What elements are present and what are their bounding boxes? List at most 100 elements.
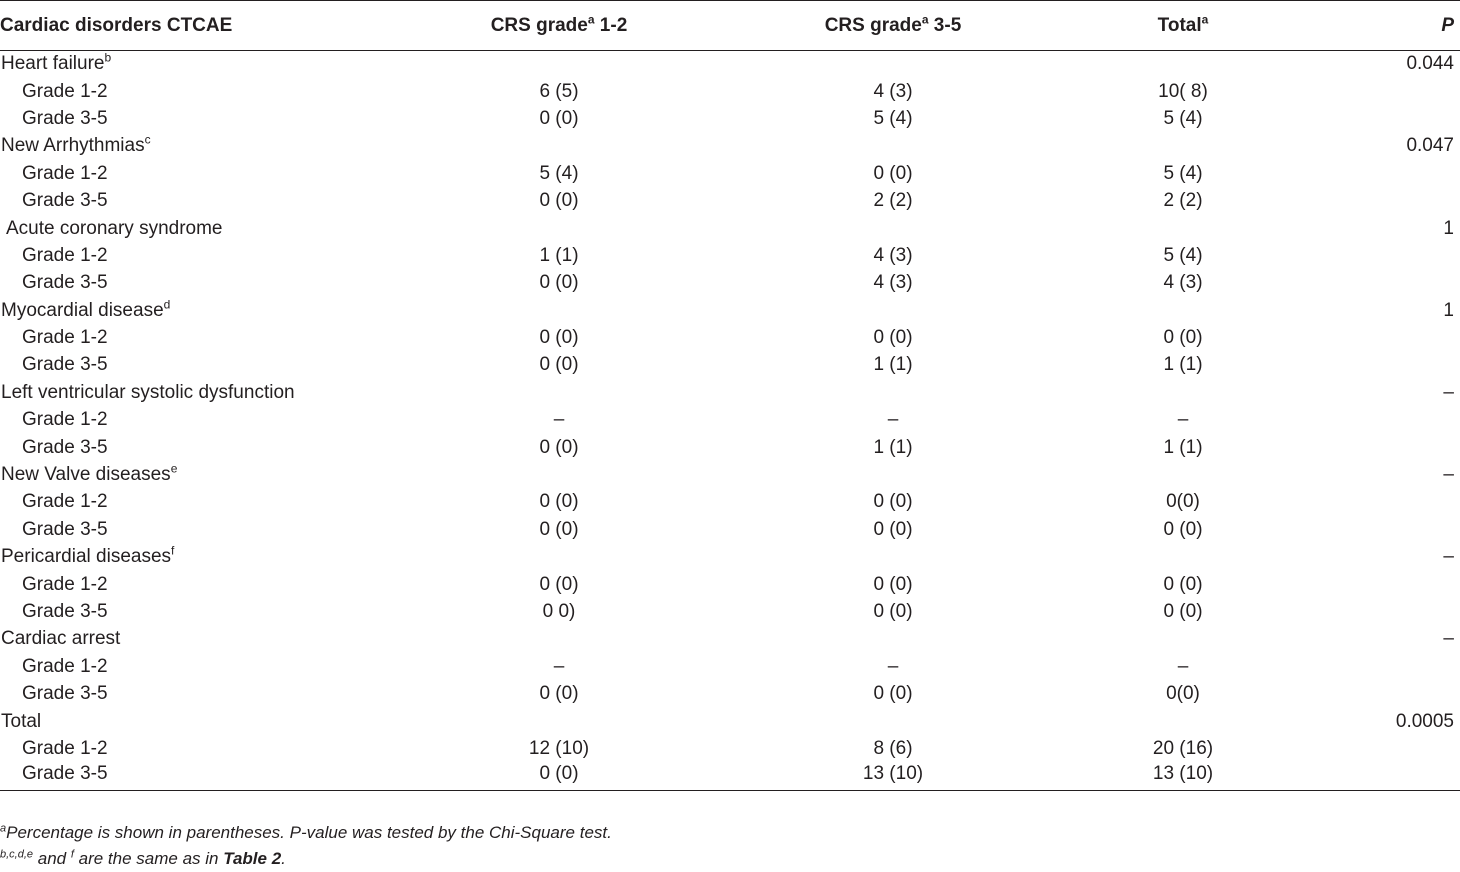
header-crs-grade-1-2: CRS gradea 1-2 <box>380 0 738 51</box>
crs-3-5-cell <box>738 461 1048 488</box>
crs-1-2-cell: 6 (5) <box>539 80 579 102</box>
category-label: Cardiac arrest <box>1 628 121 650</box>
total-cell: 0(0) <box>1166 491 1200 513</box>
grade-label: Grade 3-5 <box>22 518 108 540</box>
total-cell: 4 (3) <box>1163 272 1203 294</box>
crs-1-2-cell <box>380 544 738 571</box>
p-value-cell: – <box>1443 464 1454 486</box>
category-row: New Valve diseasese – <box>0 461 1460 488</box>
crs-3-5-cell: 0 (0) <box>873 518 913 540</box>
p-value-cell <box>1318 571 1460 598</box>
crs-3-5-cell <box>738 626 1048 653</box>
crs-1-2-cell: 0 (0) <box>539 573 579 595</box>
crs-1-2-cell: 0 (0) <box>539 683 579 705</box>
crs-1-2-cell <box>380 626 738 653</box>
crs-1-2-cell: 0 (0) <box>539 518 579 540</box>
category-label: New Arrhythmiasc <box>1 133 151 157</box>
p-value-cell <box>1318 324 1460 351</box>
footnote-a: aPercentage is shown in parentheses. P-v… <box>0 822 612 842</box>
crs-3-5-cell: 4 (3) <box>873 80 913 102</box>
grade-row: Grade 1-2 12 (10) 8 (6) 20 (16) <box>0 735 1460 762</box>
crs-1-2-cell <box>380 461 738 488</box>
crs-3-5-cell: 0 (0) <box>873 162 913 184</box>
total-cell <box>1048 379 1318 406</box>
p-value-cell <box>1318 78 1460 105</box>
p-value-cell <box>1318 680 1460 707</box>
grade-label: Grade 3-5 <box>22 354 108 376</box>
crs-3-5-cell: 5 (4) <box>873 107 913 129</box>
crs-1-2-cell: 0 (0) <box>539 354 579 376</box>
p-value-cell <box>1318 516 1460 543</box>
crs-3-5-cell <box>738 215 1048 242</box>
header-crs-grade-3-5: CRS gradea 3-5 <box>738 0 1048 51</box>
crs-1-2-cell: – <box>553 655 565 677</box>
total-cell: 2 (2) <box>1163 190 1203 212</box>
total-cell <box>1048 461 1318 488</box>
total-cell: 5 (4) <box>1163 107 1203 129</box>
grade-row: Grade 3-5 0 (0) 0 (0) 0 (0) <box>0 516 1460 543</box>
grade-row: Grade 1-2 5 (4) 0 (0) 5 (4) <box>0 160 1460 187</box>
crs-1-2-cell <box>380 379 738 406</box>
p-value-cell <box>1318 434 1460 461</box>
grade-label: Grade 1-2 <box>22 244 108 266</box>
p-value-cell: 0.0005 <box>1395 710 1454 732</box>
p-value-cell: 1 <box>1443 217 1454 239</box>
total-cell: 1 (1) <box>1163 354 1203 376</box>
grade-row: Grade 3-5 0 (0) 4 (3) 4 (3) <box>0 270 1460 297</box>
crs-1-2-cell: 0 (0) <box>539 190 579 212</box>
category-row: Myocardial diseased 1 <box>0 297 1460 324</box>
crs-3-5-cell <box>738 708 1048 735</box>
crs-1-2-cell: 12 (10) <box>528 737 590 759</box>
crs-1-2-cell: 0 (0) <box>380 762 738 791</box>
p-value-cell: – <box>1443 381 1454 403</box>
crs-1-2-cell <box>380 708 738 735</box>
total-cell: 0 (0) <box>1163 573 1203 595</box>
total-cell <box>1048 297 1318 324</box>
category-label: Heart failureb <box>1 51 112 75</box>
grade-row: Grade 3-5 0 (0) 2 (2) 2 (2) <box>0 187 1460 214</box>
total-cell <box>1048 133 1318 160</box>
category-label: Total <box>1 710 42 732</box>
grade-label: Grade 1-2 <box>22 409 108 431</box>
cardiac-disorders-table: Cardiac disorders CTCAE CRS gradea 1-2 C… <box>0 0 1460 791</box>
crs-1-2-cell: 0 0) <box>542 601 576 622</box>
p-value-cell <box>1318 160 1460 187</box>
table-body: Heart failureb 0.044 Grade 1-2 6 (5) 4 (3) 1 0… <box>0 51 1460 791</box>
total-cell: 1 (1) <box>1163 436 1203 458</box>
table-header: Cardiac disorders CTCAE CRS gradea 1-2 C… <box>0 0 1460 51</box>
total-cell <box>1048 544 1318 571</box>
crs-1-2-cell <box>380 133 738 160</box>
grade-label: Grade 3-5 <box>22 107 108 129</box>
grade-row: Grade 3-5 0 (0) 13 (10) 13 (10) <box>0 762 1460 791</box>
grade-row: Grade 1-2 – – – <box>0 407 1460 434</box>
grade-label: Grade 1-2 <box>22 80 108 102</box>
grade-row: Grade 1-2 0 (0) 0 (0) 0 (0) <box>0 324 1460 351</box>
p-value-cell <box>1318 735 1460 762</box>
grade-label: Grade 3-5 <box>22 601 108 622</box>
grade-row: Grade 1-2 0 (0) 0 (0) 0 (0) <box>0 571 1460 598</box>
crs-3-5-cell: 4 (3) <box>873 244 913 266</box>
crs-3-5-cell <box>738 51 1048 78</box>
grade-label: Grade 3-5 <box>22 683 108 705</box>
total-cell: 5 (4) <box>1163 162 1203 184</box>
grade-label: Grade 1-2 <box>22 491 108 513</box>
footnote-b: b,c,d,e and f are the same as in Table 2… <box>0 848 286 868</box>
crs-3-5-cell: 13 (10) <box>738 762 1048 791</box>
grade-row: Grade 1-2 6 (5) 4 (3) 10( 8) <box>0 78 1460 105</box>
grade-label: Grade 1-2 <box>22 655 108 677</box>
crs-3-5-cell: 4 (3) <box>873 272 913 294</box>
crs-3-5-cell <box>738 544 1048 571</box>
category-row: Heart failureb 0.044 <box>0 51 1460 78</box>
category-row: New Arrhythmiasc 0.047 <box>0 133 1460 160</box>
crs-1-2-cell: 1 (1) <box>539 244 579 266</box>
total-cell: – <box>1177 655 1189 677</box>
crs-1-2-cell <box>380 215 738 242</box>
p-value-cell: 0.044 <box>1406 53 1454 75</box>
crs-1-2-cell: 0 (0) <box>539 491 579 513</box>
p-value-cell <box>1318 352 1460 379</box>
p-value-cell <box>1318 762 1460 791</box>
crs-3-5-cell: 0 (0) <box>873 683 913 705</box>
crs-3-5-cell: 2 (2) <box>873 190 913 212</box>
total-cell <box>1048 51 1318 78</box>
crs-3-5-cell <box>738 133 1048 160</box>
